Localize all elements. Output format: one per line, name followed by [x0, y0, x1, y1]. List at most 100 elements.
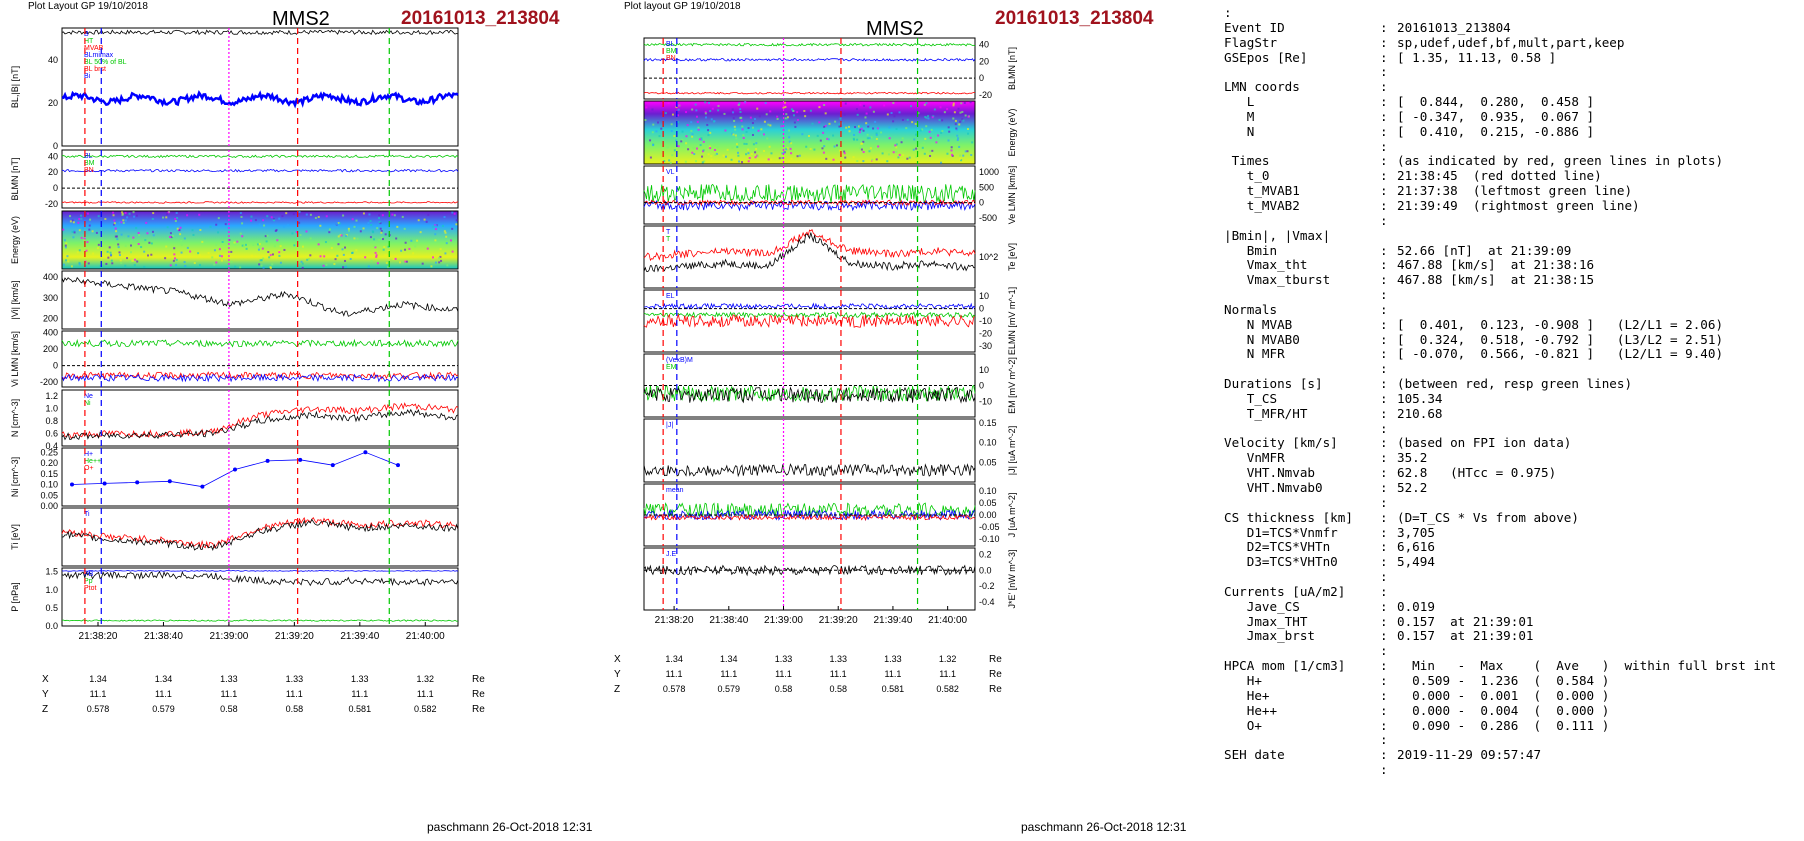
spectrogram-pixel	[165, 216, 168, 219]
info-key: N	[1224, 123, 1255, 139]
info-row: :	[1224, 361, 1802, 377]
spectrogram-pixel	[378, 214, 381, 217]
spectrogram-pixel	[239, 266, 242, 269]
spectrogram-pixel	[940, 161, 943, 164]
spectrogram-pixel	[704, 101, 707, 104]
spectrogram-pixel	[763, 150, 766, 153]
position-value: 0.579	[718, 684, 741, 694]
spectrogram-pixel	[121, 213, 124, 216]
spectrogram-pixel	[148, 241, 151, 244]
spectrogram-pixel	[948, 130, 951, 133]
spectrogram-pixel	[955, 128, 958, 131]
spectrogram-pixel	[709, 131, 712, 134]
spectrogram-pixel	[731, 132, 734, 135]
info-row: GSEpos [Re]: [ 1.35, 11.13, 0.58 ]	[1224, 49, 1802, 66]
spectrogram-pixel	[393, 214, 396, 217]
position-value: 1.33	[286, 674, 304, 684]
spectrogram-pixel	[421, 262, 424, 265]
spectrogram-pixel	[191, 229, 194, 232]
spectrogram-pixel	[677, 121, 680, 124]
info-key: LMN coords	[1224, 79, 1300, 95]
spectrogram-pixel	[75, 242, 78, 245]
spectrogram-pixel	[269, 254, 272, 257]
info-colon: :	[1380, 19, 1388, 35]
spectrogram-pixel	[832, 134, 835, 137]
legend-entry: mean	[666, 487, 684, 494]
info-key: t_0	[1224, 168, 1270, 184]
spectrogram-pixel	[755, 148, 758, 151]
info-colon: :	[1380, 747, 1388, 763]
spectrogram-pixel	[698, 138, 701, 141]
spectrogram-pixel	[266, 215, 269, 218]
position-row-label: X	[42, 674, 49, 685]
spectrogram-pixel	[324, 241, 327, 244]
y-tick-label: -10	[979, 396, 992, 406]
legend-entry: J.E	[666, 551, 676, 558]
spectrogram-pixel	[767, 158, 770, 161]
spectrogram-pixel	[364, 256, 367, 259]
spectrogram-pixel	[120, 233, 123, 236]
y-tick-label: 200	[43, 314, 58, 324]
panel-frame	[643, 37, 976, 100]
spectrogram-pixel	[740, 116, 743, 119]
spectrogram-pixel	[78, 261, 81, 264]
spectrogram-pixel	[379, 227, 382, 230]
spectrogram-pixel	[838, 149, 841, 152]
spectrogram-pixel	[250, 254, 253, 257]
spectrogram-pixel	[356, 237, 359, 240]
spectrogram-pixel	[146, 232, 149, 235]
y-tick-label: 0.2	[979, 549, 992, 559]
spectrogram-pixel	[120, 262, 123, 265]
y-tick-label: 0	[979, 198, 984, 208]
series-line	[61, 408, 459, 441]
info-colon: :	[1380, 64, 1388, 80]
spectrogram-pixel	[172, 259, 175, 262]
spectrogram-pixel	[183, 261, 186, 264]
info-colon: :	[1380, 583, 1388, 599]
y-axis-label: P [nPa]	[10, 582, 20, 611]
spectrogram-pixel	[370, 224, 373, 227]
spectrogram-pixel	[768, 145, 771, 148]
spectrogram-pixel	[211, 256, 214, 259]
spectrogram-pixel	[766, 137, 769, 140]
spectrogram-pixel	[328, 231, 331, 234]
series-line	[643, 183, 976, 204]
spectrogram-pixel	[97, 215, 100, 218]
y-tick-label: 0.5	[45, 603, 58, 613]
spectrogram-pixel	[964, 114, 967, 117]
spectrogram-pixel	[239, 212, 242, 215]
position-value: 1.33	[351, 674, 369, 684]
y-tick-label: 0	[53, 183, 58, 193]
spectrogram-pixel	[717, 104, 720, 107]
spectrogram-pixel	[301, 262, 304, 265]
info-colon: :	[1380, 361, 1388, 377]
spectrogram-pixel	[950, 149, 953, 152]
spectrogram-pixel	[695, 115, 698, 118]
spectrogram-pixel	[69, 215, 72, 218]
spectrogram-pixel	[913, 138, 916, 141]
spectrogram-pixel	[966, 150, 969, 153]
info-colon: :	[1380, 49, 1388, 65]
spectrogram-pixel	[359, 230, 362, 233]
spectrogram-pixel	[374, 251, 377, 254]
spectrogram-pixel	[394, 257, 397, 260]
info-row: t_MVAB2:21:39:49 (rightmost green line)	[1224, 198, 1802, 214]
spectrogram-pixel	[85, 249, 88, 252]
spectrogram-pixel	[747, 127, 750, 130]
spectrogram-pixel	[334, 258, 337, 261]
spectrogram-pixel	[162, 216, 165, 219]
spectrogram-pixel	[173, 247, 176, 250]
spectrogram-pixel	[843, 152, 846, 155]
info-key: Event ID	[1224, 19, 1285, 35]
position-value: 1.34	[720, 654, 738, 664]
spectrogram-pixel	[848, 130, 851, 133]
panel-frame	[643, 547, 976, 611]
spectrogram-pixel	[691, 133, 694, 136]
position-value: 11.1	[155, 689, 172, 699]
spectrogram-pixel	[930, 128, 933, 131]
spectrogram-pixel	[869, 147, 872, 150]
spectrogram-pixel	[355, 249, 358, 252]
y-axis-label: Ve LMN [km/s]	[1007, 166, 1017, 225]
info-key: D1=TCS*Vnmfr	[1224, 524, 1338, 540]
spectrogram-pixel	[915, 155, 918, 158]
